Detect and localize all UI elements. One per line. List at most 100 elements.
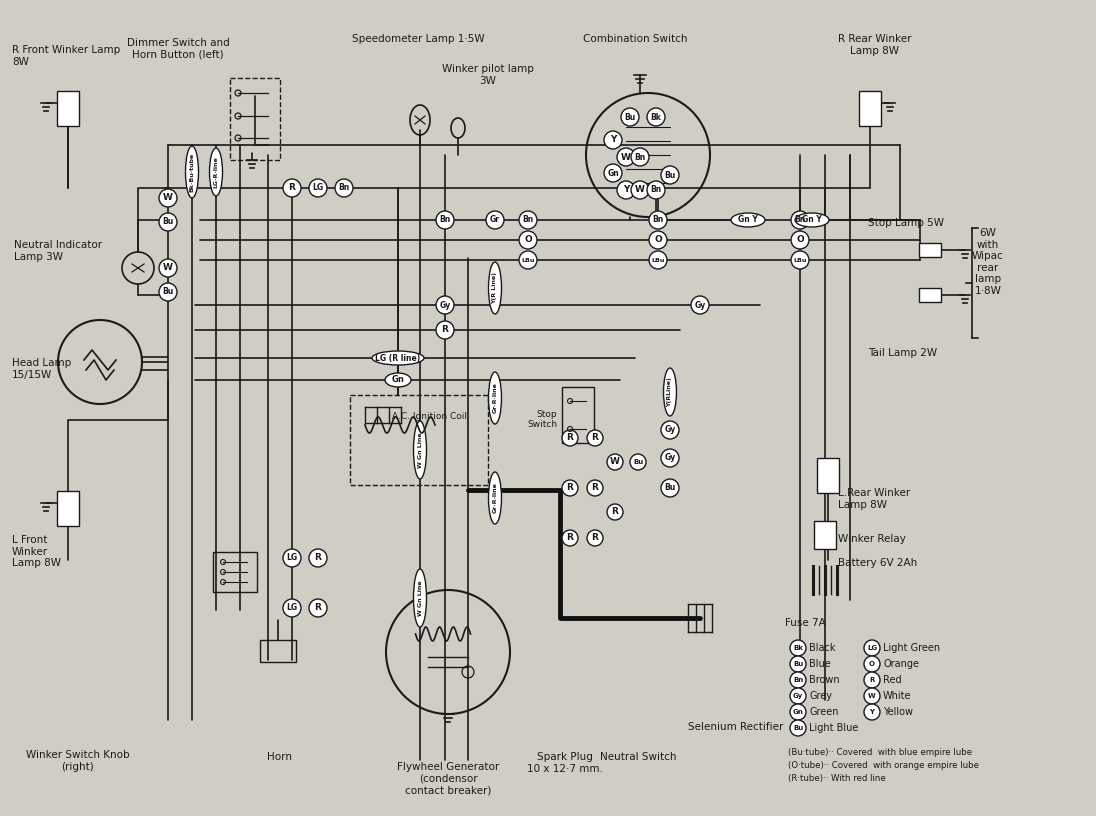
Circle shape <box>791 231 809 249</box>
Text: R: R <box>592 433 598 442</box>
Text: Bn: Bn <box>795 215 806 224</box>
Text: Y: Y <box>609 135 616 144</box>
Text: Bu: Bu <box>162 287 173 296</box>
Ellipse shape <box>489 262 502 314</box>
Bar <box>920 243 941 257</box>
Text: Winker Relay: Winker Relay <box>838 534 906 544</box>
Text: W: W <box>610 458 620 467</box>
Text: Flywheel Generator
(condensor
contact breaker): Flywheel Generator (condensor contact br… <box>397 762 499 796</box>
Bar <box>57 490 79 526</box>
Ellipse shape <box>489 472 502 524</box>
Text: Bk: Bk <box>794 645 803 651</box>
Text: Green: Green <box>809 707 838 717</box>
Circle shape <box>436 211 454 229</box>
Circle shape <box>631 181 649 199</box>
Text: Orange: Orange <box>883 659 920 669</box>
Circle shape <box>604 164 623 182</box>
Text: Bu: Bu <box>792 661 803 667</box>
Text: R: R <box>315 553 321 562</box>
Text: Black: Black <box>809 643 835 653</box>
Circle shape <box>159 283 176 301</box>
Circle shape <box>587 530 603 546</box>
Circle shape <box>661 421 680 439</box>
Text: Bu: Bu <box>632 459 643 465</box>
Circle shape <box>607 504 623 520</box>
Text: W: W <box>868 693 876 699</box>
Text: O: O <box>654 236 662 245</box>
Text: LG (R line): LG (R line) <box>375 353 421 362</box>
Circle shape <box>604 131 623 149</box>
Bar <box>920 288 941 302</box>
Ellipse shape <box>209 148 222 196</box>
Text: 6W
with
Wipac
rear
lamp
1·8W: 6W with Wipac rear lamp 1·8W <box>972 228 1004 296</box>
Ellipse shape <box>372 351 424 365</box>
Circle shape <box>790 656 806 672</box>
Circle shape <box>690 296 709 314</box>
Text: Grey: Grey <box>809 691 832 701</box>
Text: Gr·R·line: Gr·R·line <box>492 482 498 513</box>
Text: Bu: Bu <box>162 218 173 227</box>
Text: LBu: LBu <box>651 258 664 263</box>
Bar <box>859 91 881 126</box>
Ellipse shape <box>413 569 426 627</box>
Bar <box>57 91 79 126</box>
Text: Bn: Bn <box>650 185 662 194</box>
Text: Bn: Bn <box>635 153 646 162</box>
Ellipse shape <box>795 213 829 227</box>
Text: White: White <box>883 691 912 701</box>
Circle shape <box>562 480 578 496</box>
Bar <box>213 552 256 592</box>
Text: Y: Y <box>623 185 629 194</box>
Circle shape <box>520 211 537 229</box>
Circle shape <box>520 231 537 249</box>
Circle shape <box>283 549 301 567</box>
Ellipse shape <box>489 372 502 424</box>
Bar <box>814 521 836 549</box>
Circle shape <box>649 231 667 249</box>
Circle shape <box>309 599 327 617</box>
Circle shape <box>864 704 880 720</box>
Circle shape <box>864 640 880 656</box>
Text: LG: LG <box>312 184 323 193</box>
Text: R Front Winker Lamp
8W: R Front Winker Lamp 8W <box>12 45 121 67</box>
Text: Speedometer Lamp 1·5W: Speedometer Lamp 1·5W <box>352 34 484 44</box>
Circle shape <box>791 251 809 269</box>
Text: W: W <box>163 193 173 202</box>
Text: Y(RLine): Y(RLine) <box>667 377 673 407</box>
Circle shape <box>790 672 806 688</box>
Text: Gy: Gy <box>439 300 450 309</box>
Circle shape <box>790 640 806 656</box>
Text: Red: Red <box>883 675 902 685</box>
Circle shape <box>436 321 454 339</box>
Text: Spark Plug
10 x 12·7 mm.: Spark Plug 10 x 12·7 mm. <box>527 752 603 774</box>
Text: O: O <box>524 236 532 245</box>
Text: R Rear Winker
Lamp 8W: R Rear Winker Lamp 8W <box>838 34 912 55</box>
Text: Bu: Bu <box>625 113 636 122</box>
Text: (O·tube)·· Covered  with orange empire lube: (O·tube)·· Covered with orange empire lu… <box>788 761 979 770</box>
Text: Dimmer Switch and
Horn Button (left): Dimmer Switch and Horn Button (left) <box>127 38 229 60</box>
Circle shape <box>436 296 454 314</box>
Circle shape <box>790 688 806 704</box>
Circle shape <box>309 179 327 197</box>
Text: LG: LG <box>867 645 877 651</box>
Text: W: W <box>621 153 631 162</box>
Text: Gn Y: Gn Y <box>802 215 822 224</box>
Circle shape <box>486 211 504 229</box>
Text: Combination Switch: Combination Switch <box>583 34 687 44</box>
Text: Yellow: Yellow <box>883 707 913 717</box>
Circle shape <box>587 480 603 496</box>
Text: Selenium Rectifier: Selenium Rectifier <box>688 722 784 732</box>
Text: O: O <box>869 661 875 667</box>
Text: R: R <box>288 184 296 193</box>
Text: LBu: LBu <box>522 258 535 263</box>
Text: Winker pilot lamp
3W: Winker pilot lamp 3W <box>442 64 534 86</box>
Circle shape <box>864 656 880 672</box>
Text: Gr: Gr <box>490 215 500 224</box>
Text: R: R <box>567 433 573 442</box>
Text: R: R <box>567 484 573 493</box>
Text: W: W <box>163 264 173 273</box>
Ellipse shape <box>413 421 426 479</box>
Circle shape <box>617 148 635 166</box>
Text: R: R <box>315 604 321 613</box>
Text: Gy: Gy <box>792 693 803 699</box>
